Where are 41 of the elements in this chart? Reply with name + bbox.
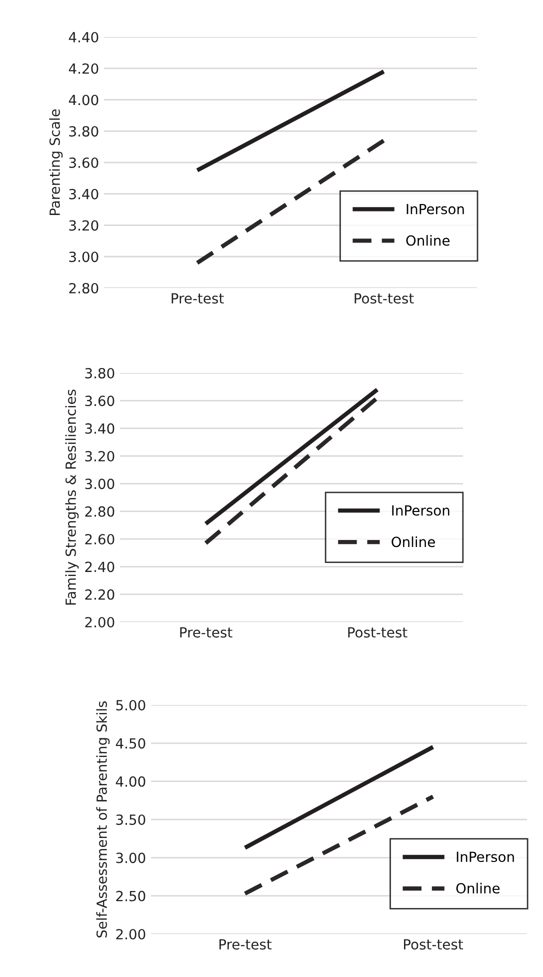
y-tick-label: 3.60 bbox=[69, 157, 98, 168]
y-tick-label: 2.80 bbox=[85, 506, 114, 517]
y-tick-label: 2.80 bbox=[69, 282, 98, 294]
y-tick-label: 4.40 bbox=[68, 32, 98, 42]
x-tick-label: Post-test bbox=[354, 293, 414, 304]
y-tick-label: 2.50 bbox=[116, 890, 146, 902]
y-tick-label: 4.00 bbox=[68, 94, 98, 106]
x-tick-label: Pre-test bbox=[172, 293, 224, 304]
y-tick-label: 2.40 bbox=[85, 562, 114, 572]
y-tick-label: 2.60 bbox=[85, 534, 114, 544]
y-tick-label: 3.00 bbox=[69, 252, 98, 262]
y-tick-label: 2.20 bbox=[85, 589, 114, 600]
legend-label: InPerson bbox=[456, 852, 514, 862]
y-axis-title: Self-Assessment of Parenting Skils bbox=[96, 701, 110, 938]
y-tick-label: 3.80 bbox=[85, 368, 114, 378]
legend-label: Online bbox=[406, 235, 450, 246]
y-tick-label: 4.00 bbox=[116, 776, 146, 787]
x-tick-label: Post-test bbox=[404, 939, 464, 950]
y-tick-label: 3.20 bbox=[85, 450, 114, 462]
y-axis-title: Parenting Scale bbox=[49, 109, 63, 215]
legend-label: InPerson bbox=[392, 505, 450, 516]
y-tick-label: 2.00 bbox=[116, 928, 146, 940]
y-tick-label: 3.00 bbox=[85, 478, 114, 490]
y-tick-label: 3.60 bbox=[85, 396, 114, 406]
y-tick-label: 4.20 bbox=[68, 63, 98, 74]
x-tick-label: Post-test bbox=[348, 627, 408, 638]
x-tick-label: Pre-test bbox=[180, 627, 232, 638]
y-tick-label: 3.40 bbox=[69, 188, 98, 200]
y-tick-label: 3.50 bbox=[116, 814, 146, 825]
y-tick-label: 3.20 bbox=[69, 220, 98, 231]
y-tick-label: 4.50 bbox=[116, 738, 146, 749]
y-axis-title: Family Strengths & Resiliencies bbox=[65, 390, 79, 605]
y-tick-label: 3.40 bbox=[85, 423, 114, 434]
legend-label: InPerson bbox=[406, 204, 464, 214]
y-tick-label: 5.00 bbox=[116, 700, 146, 710]
y-tick-label: 3.00 bbox=[116, 852, 146, 864]
y-tick-label: 3.80 bbox=[69, 126, 98, 137]
x-tick-label: Pre-test bbox=[219, 939, 272, 950]
y-tick-label: 2.00 bbox=[85, 616, 114, 628]
legend-label: Online bbox=[456, 882, 500, 894]
legend-label: Online bbox=[392, 536, 435, 548]
